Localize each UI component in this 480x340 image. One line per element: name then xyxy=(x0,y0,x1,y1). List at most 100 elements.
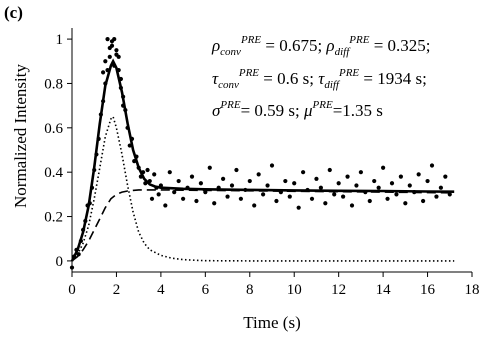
x-tick-label: 16 xyxy=(420,282,436,298)
rho-conv-sup: PRE xyxy=(240,34,261,46)
data-point xyxy=(381,165,386,170)
data-point xyxy=(376,185,381,190)
rho-conv-symbol: ρ xyxy=(211,36,220,55)
data-point xyxy=(247,178,252,184)
data-point xyxy=(318,185,323,190)
data-point xyxy=(107,54,112,59)
data-point xyxy=(229,183,235,188)
sigma-value: = 0.59 s; xyxy=(241,101,304,120)
data-point xyxy=(269,163,275,168)
x-tick-label: 10 xyxy=(287,282,302,298)
data-point xyxy=(252,203,257,208)
tau-diff-sub: diff xyxy=(324,79,341,91)
data-point xyxy=(332,192,337,197)
rho-diff-sub: diff xyxy=(335,46,352,58)
data-point xyxy=(296,205,301,210)
mu-value: =1.35 s xyxy=(333,101,383,120)
fit-curve-diffusion xyxy=(71,189,455,262)
data-point xyxy=(345,174,350,179)
data-point xyxy=(107,45,112,51)
data-point xyxy=(101,70,106,75)
data-point xyxy=(372,178,377,184)
tau-conv-symbol: τ xyxy=(212,69,219,88)
data-point xyxy=(443,174,448,179)
data-point xyxy=(327,167,332,173)
data-point xyxy=(314,176,319,181)
data-point xyxy=(389,181,395,186)
data-point xyxy=(265,183,270,188)
annotation-line-1: ρconvPRE = 0.675; ρdiffPRE = 0.325; xyxy=(211,34,431,58)
data-point xyxy=(198,181,203,186)
data-point xyxy=(403,201,408,206)
x-axis-label: Time (s) xyxy=(243,313,300,332)
sigma-sup: PRE xyxy=(219,99,240,111)
data-point xyxy=(194,198,199,204)
data-point xyxy=(287,194,292,199)
plot-area: 0 2 4 6 8 10 12 14 16 18 0 0.2 0.4 0.6 0.8 1 xyxy=(44,28,480,298)
tau-conv-value: = 0.6 s; xyxy=(259,69,318,88)
rho-conv-value: = 0.675; xyxy=(261,36,326,55)
data-point xyxy=(385,196,390,201)
data-point xyxy=(323,201,328,206)
series-layer xyxy=(69,36,455,270)
fit-curve-convection xyxy=(71,115,455,262)
data-point xyxy=(149,196,155,201)
tau-conv-sub: conv xyxy=(218,79,239,91)
data-point xyxy=(407,183,412,188)
data-point xyxy=(167,170,172,175)
y-tick-label: 0.6 xyxy=(44,121,63,137)
annotation-line-2: τconvPRE = 0.6 s; τdiffPRE = 1934 s; xyxy=(212,67,427,91)
x-tick-label: 8 xyxy=(246,282,254,298)
data-point xyxy=(336,181,341,186)
rho-diff-symbol: ρ xyxy=(325,36,334,55)
rho-diff-value: = 0.325; xyxy=(369,36,430,55)
x-tick-label: 2 xyxy=(113,282,121,298)
data-point xyxy=(221,176,226,181)
axis-ticks: 0 2 4 6 8 10 12 14 16 18 0 0.2 0.4 0.6 0.8 1 xyxy=(44,32,479,298)
data-point xyxy=(238,196,243,201)
data-point xyxy=(367,198,372,204)
tau-diff-sup: PRE xyxy=(338,67,359,79)
data-point xyxy=(256,172,261,177)
panel-label: (c) xyxy=(4,3,23,22)
y-tick-label: 0.4 xyxy=(44,165,63,181)
data-point xyxy=(181,196,186,201)
data-point xyxy=(145,167,150,173)
data-point xyxy=(354,183,359,188)
x-tick-label: 18 xyxy=(465,282,480,298)
tau-diff-symbol: τ xyxy=(318,69,325,88)
x-tick-label: 12 xyxy=(331,282,346,298)
y-tick-label: 0.2 xyxy=(44,210,63,226)
rho-conv-sub: conv xyxy=(220,46,241,58)
y-tick-label: 0.8 xyxy=(44,76,63,92)
data-point xyxy=(116,54,121,59)
data-point xyxy=(416,172,421,177)
data-point xyxy=(234,167,239,173)
data-point xyxy=(301,170,306,175)
data-point xyxy=(394,192,399,197)
data-point xyxy=(176,178,181,184)
data-point xyxy=(114,48,119,53)
y-tick-label: 1 xyxy=(56,32,64,48)
data-point xyxy=(425,178,430,184)
y-axis-label: Normalized Intensity xyxy=(11,64,30,208)
data-point xyxy=(163,203,168,208)
data-point xyxy=(434,194,439,199)
sigma-symbol: σ xyxy=(212,101,221,120)
parameter-annotation: ρconvPRE = 0.675; ρdiffPRE = 0.325; τcon… xyxy=(211,34,431,120)
data-point xyxy=(358,170,363,175)
data-point xyxy=(429,163,435,168)
data-point xyxy=(309,196,315,201)
x-tick-label: 6 xyxy=(202,282,210,298)
data-point xyxy=(398,174,403,179)
tau-conv-sup: PRE xyxy=(238,67,259,79)
data-point xyxy=(283,178,288,184)
data-point xyxy=(292,181,297,186)
data-point xyxy=(156,192,161,197)
data-point xyxy=(421,198,426,204)
data-point xyxy=(103,59,108,64)
x-tick-label: 4 xyxy=(157,282,165,298)
fit-curve-total xyxy=(70,58,455,262)
data-point xyxy=(207,165,212,170)
